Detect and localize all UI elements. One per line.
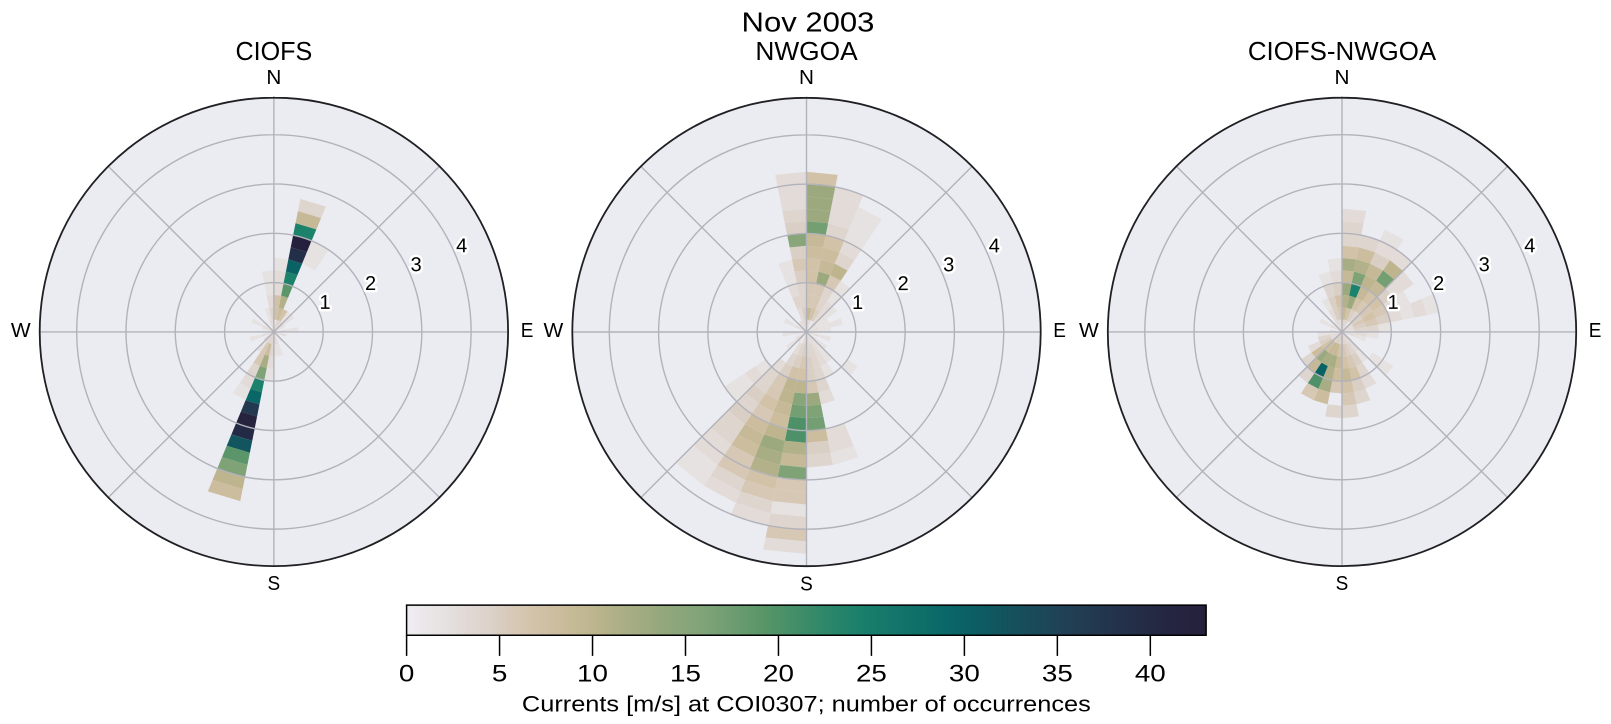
svg-text:5: 5 <box>492 660 507 687</box>
svg-text:S: S <box>268 573 281 595</box>
svg-text:CIOFS: CIOFS <box>236 38 313 66</box>
svg-text:N: N <box>1335 67 1350 89</box>
svg-text:W: W <box>1079 320 1099 342</box>
svg-text:W: W <box>543 320 563 342</box>
svg-text:N: N <box>799 67 814 89</box>
svg-text:NWGOA: NWGOA <box>755 38 858 66</box>
svg-text:40: 40 <box>1135 660 1166 687</box>
svg-text:20: 20 <box>763 660 794 687</box>
svg-text:S: S <box>800 573 813 595</box>
svg-text:35: 35 <box>1042 660 1073 687</box>
svg-text:W: W <box>11 320 31 342</box>
svg-text:E: E <box>1053 320 1066 342</box>
svg-text:30: 30 <box>949 660 980 687</box>
svg-text:Nov 2003: Nov 2003 <box>742 7 875 38</box>
svg-text:S: S <box>1336 573 1349 595</box>
svg-text:E: E <box>521 320 534 342</box>
svg-text:N: N <box>266 67 281 89</box>
svg-text:Currents [m/s] at COI0307; num: Currents [m/s] at COI0307; number of occ… <box>522 692 1091 717</box>
svg-text:25: 25 <box>856 660 887 687</box>
svg-text:0: 0 <box>399 660 414 687</box>
svg-text:CIOFS-NWGOA: CIOFS-NWGOA <box>1248 38 1437 66</box>
svg-text:10: 10 <box>577 660 608 687</box>
svg-text:E: E <box>1589 320 1602 342</box>
svg-text:15: 15 <box>670 660 701 687</box>
